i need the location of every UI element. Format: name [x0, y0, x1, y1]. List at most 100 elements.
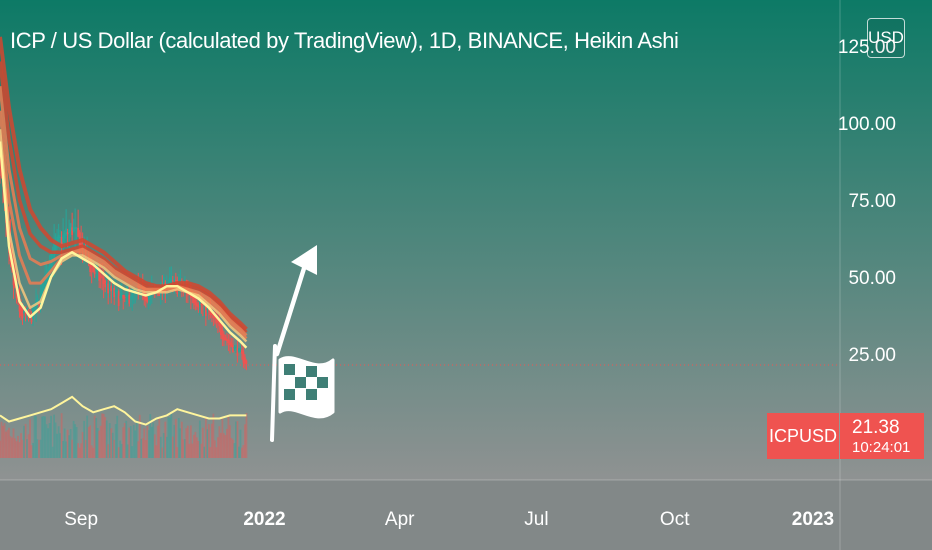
volume-bar — [245, 413, 248, 458]
price-tick-label: 50.00 — [848, 268, 896, 289]
volume-bar — [207, 424, 210, 458]
volume-bar — [179, 428, 182, 458]
currency-button[interactable]: USD — [867, 18, 905, 58]
flag-pole — [270, 344, 277, 442]
volume-bar — [198, 420, 201, 458]
candle-body — [122, 294, 125, 299]
volume-bar — [15, 441, 18, 458]
volume-bar — [218, 426, 221, 458]
candle-body — [71, 227, 74, 235]
candle-body — [111, 287, 114, 289]
candle-body — [59, 236, 62, 239]
candle-body — [128, 294, 131, 304]
volume-bar — [204, 416, 207, 458]
candle-body — [39, 291, 42, 304]
drawing-annotations[interactable] — [270, 245, 335, 442]
candle-body — [146, 297, 149, 303]
candle-body — [241, 349, 243, 354]
volume-bar — [229, 425, 231, 458]
candle-body — [147, 295, 150, 300]
candle-body — [119, 295, 122, 299]
volume-bar — [165, 436, 168, 458]
volume-bar — [92, 447, 95, 458]
volume-bar — [29, 419, 31, 458]
volume-bar — [213, 440, 216, 458]
chart-title: ICP / US Dollar (calculated by TradingVi… — [10, 28, 679, 53]
volume-bar — [244, 424, 246, 458]
volume-bar — [72, 420, 75, 458]
up-arrow-annotation[interactable] — [274, 245, 317, 357]
volume-bar — [138, 414, 141, 458]
volume-bar — [197, 441, 200, 458]
candle-body — [192, 296, 195, 304]
volume-bar — [185, 428, 188, 458]
volume-bar — [212, 413, 215, 458]
time-axis[interactable] — [0, 480, 932, 550]
candle-body — [99, 274, 102, 279]
volume-bar — [77, 443, 80, 458]
volume-bar — [161, 447, 164, 458]
moving-average-line — [0, 110, 248, 340]
volume-bar — [177, 418, 180, 458]
bar-countdown: 10:24:01 — [852, 438, 911, 456]
price-axis[interactable]: 125.00 100.00 75.00 50.00 25.00 — [838, 37, 896, 366]
volume-bar — [150, 426, 153, 458]
candle-body — [116, 291, 119, 293]
candle-body — [131, 287, 134, 299]
symbol-price-label[interactable]: ICPUSD — [767, 413, 839, 459]
candle-body — [44, 274, 46, 291]
candle-body — [235, 347, 237, 349]
volume-bar — [93, 415, 96, 458]
candle-body — [173, 278, 176, 281]
volume-bar — [66, 429, 69, 458]
volume-bar — [119, 440, 122, 458]
candle-body — [60, 237, 63, 247]
candle-body — [226, 338, 228, 341]
candle-body — [32, 305, 34, 320]
candle-body — [20, 303, 22, 317]
volume-bar — [140, 438, 143, 458]
time-tick-label: 2023 — [792, 509, 834, 530]
candle-body — [144, 292, 147, 302]
candle-body — [65, 228, 68, 236]
candle-body — [42, 289, 45, 291]
volume-bar — [122, 427, 125, 458]
candle-body — [239, 349, 242, 351]
volume-bar — [123, 422, 126, 458]
candle-body — [129, 298, 132, 300]
candle-body — [108, 283, 111, 289]
candle-body — [66, 232, 69, 235]
volume-bar — [174, 418, 177, 458]
volume-bar — [134, 430, 137, 458]
flag-annotation[interactable] — [270, 344, 335, 442]
volume-bar — [102, 413, 105, 458]
volume-bar — [83, 420, 86, 458]
volume-bar — [153, 434, 156, 458]
volume-bar — [44, 416, 46, 458]
candle-body — [107, 283, 110, 294]
volume-bar — [162, 433, 165, 458]
volume-bar — [41, 416, 43, 458]
candle-body — [215, 317, 218, 324]
volume-bar — [235, 421, 237, 458]
candle-body — [114, 289, 117, 293]
volume-bar — [26, 439, 28, 458]
candle-body — [198, 301, 201, 306]
plot-area[interactable] — [0, 0, 932, 480]
volume-bar — [182, 439, 185, 458]
candle-body — [232, 345, 234, 352]
moving-average-line — [0, 36, 248, 331]
candle-body — [30, 315, 33, 323]
volume-bar — [232, 439, 234, 458]
volume-bar — [75, 426, 78, 458]
candle-body — [72, 227, 75, 232]
volume-bar — [238, 446, 240, 458]
arrow-shaft — [274, 259, 309, 357]
candle-body — [233, 346, 236, 349]
volume-bar — [194, 431, 197, 458]
volume-bar — [54, 422, 57, 458]
volume-bar — [99, 425, 102, 458]
volume-bar — [42, 416, 45, 458]
candle-body — [113, 287, 116, 298]
